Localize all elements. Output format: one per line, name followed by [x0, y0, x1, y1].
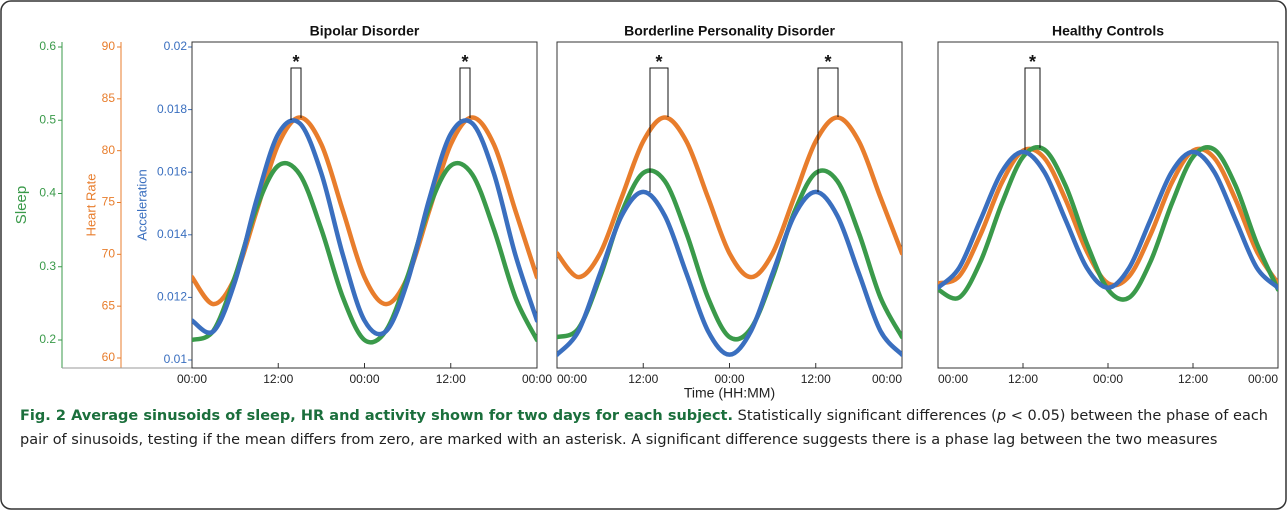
curve [938, 146, 1278, 288]
x-tick-label: 12:00 [801, 372, 831, 386]
y-tick-label: 0.2 [39, 332, 56, 346]
plot-area [938, 145, 1278, 302]
x-tick-label: 12:00 [436, 372, 466, 386]
panel-title: Healthy Controls [1052, 23, 1164, 39]
x-tick-label: 00:00 [522, 372, 552, 386]
y-tick-label: 90 [102, 39, 116, 53]
significance-marker: * [655, 52, 662, 72]
panel-title: Bipolar Disorder [310, 23, 420, 39]
caption-title: Fig. 2 Average sinusoids of sleep, HR an… [20, 408, 733, 424]
curve [938, 149, 1278, 290]
x-tick-label: 00:00 [1093, 372, 1123, 386]
y-tick-label: 60 [102, 350, 116, 364]
y-tick-label: 75 [102, 195, 116, 209]
curve [192, 118, 537, 337]
caption: Fig. 2 Average sinusoids of sleep, HR an… [20, 404, 1268, 452]
significance-bracket [817, 67, 839, 192]
y-tick-label: 0.016 [157, 164, 187, 178]
x-tick-label: 00:00 [557, 372, 587, 386]
y-tick-label: 0.4 [39, 186, 56, 200]
x-tick-label: 00:00 [714, 372, 744, 386]
x-tick-label: 00:00 [177, 372, 207, 386]
x-tick-label: 12:00 [263, 372, 293, 386]
y-tick-label: 80 [102, 143, 116, 157]
y-tick-label: 0.014 [157, 227, 187, 241]
caption-text: < 0.05) between the phase of each pair o… [20, 408, 1268, 448]
y-axis-label: Heart Rate [83, 174, 98, 237]
y-tick-label: 70 [102, 247, 116, 261]
x-tick-label: 00:00 [349, 372, 379, 386]
panel-title: Borderline Personality Disorder [624, 23, 835, 39]
caption-text: Statistically significant differences ( [737, 408, 997, 424]
x-tick-label: 00:00 [1248, 372, 1278, 386]
significance-marker: * [1029, 52, 1036, 72]
x-tick-label: 00:00 [938, 372, 968, 386]
curve [557, 189, 902, 357]
y-tick-label: 85 [102, 91, 116, 105]
x-tick-label: 12:00 [1008, 372, 1038, 386]
y-axis-label: Acceleration [134, 169, 149, 241]
x-tick-label: 12:00 [628, 372, 658, 386]
y-tick-label: 0.02 [164, 39, 188, 53]
significance-marker: * [824, 52, 831, 72]
significance-bracket [290, 67, 302, 120]
y-tick-label: 0.5 [39, 112, 56, 126]
significance-marker: * [292, 52, 299, 72]
x-axis-label: Time (HH:MM) [684, 385, 775, 401]
y-tick-label: 0.3 [39, 259, 56, 273]
y-tick-label: 0.018 [157, 102, 187, 116]
y-tick-label: 0.012 [157, 290, 187, 304]
plot-area [557, 115, 902, 357]
y-axis-label: Sleep [13, 186, 30, 224]
x-tick-label: 00:00 [872, 372, 902, 386]
significance-marker: * [461, 52, 468, 72]
caption-italic: p [996, 408, 1007, 424]
curve [557, 115, 902, 280]
y-tick-label: 0.01 [164, 352, 188, 366]
x-tick-label: 12:00 [1178, 372, 1208, 386]
significance-bracket [1024, 67, 1041, 150]
y-tick-label: 0.6 [39, 39, 56, 53]
significance-bracket [649, 67, 669, 192]
significance-bracket [459, 67, 471, 120]
plot-area [192, 115, 537, 345]
y-tick-label: 65 [102, 298, 116, 312]
curve [938, 145, 1278, 302]
